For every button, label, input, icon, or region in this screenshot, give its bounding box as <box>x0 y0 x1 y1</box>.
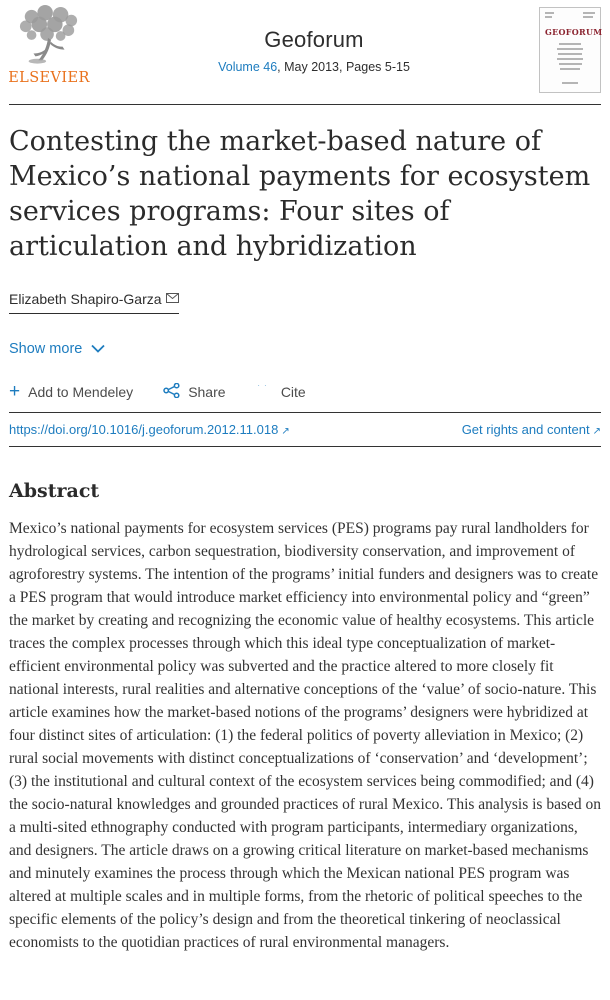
divider <box>9 446 601 447</box>
cover-body-text <box>545 43 595 70</box>
journal-title: Geoforum <box>264 27 364 52</box>
envelope-icon <box>165 290 179 308</box>
share-button[interactable]: Share <box>163 382 226 401</box>
journal-info: Geoforum Volume 46, May 2013, Pages 5-15 <box>89 5 539 74</box>
journal-issue-line: Volume 46, May 2013, Pages 5-15 <box>89 60 539 74</box>
cover-text-line <box>545 12 554 14</box>
cover-text-line <box>559 43 581 45</box>
cover-text-line <box>558 53 582 55</box>
author-name: Elizabeth Shapiro-Garza <box>9 291 162 307</box>
external-link-icon: ↗ <box>592 426 601 437</box>
article-page: ELSEVIER Geoforum Volume 46, May 2013, P… <box>8 0 603 951</box>
cover-journal-title: GEOFORUM <box>545 27 603 37</box>
journal-cover-thumbnail[interactable]: GEOFORUM <box>539 7 603 93</box>
article-actions: + Add to Mendeley Share <box>9 381 601 402</box>
plus-icon: + <box>9 381 21 402</box>
add-to-mendeley-button[interactable]: + Add to Mendeley <box>9 381 134 402</box>
show-more-label: Show more <box>9 341 83 357</box>
cover-text-line <box>583 16 593 18</box>
doi-link[interactable]: https://doi.org/10.1016/j.geoforum.2012.… <box>9 422 290 437</box>
cover-text-line <box>557 58 583 60</box>
cite-quote-icon: ” <box>256 385 273 399</box>
elsevier-logo[interactable]: ELSEVIER <box>8 5 90 86</box>
share-icon <box>163 382 180 401</box>
cover-text-line <box>583 12 595 14</box>
divider <box>9 412 601 413</box>
cite-label: Cite <box>280 384 306 400</box>
cover-top-text <box>545 12 595 20</box>
issue-info: , May 2013, Pages 5-15 <box>277 60 410 74</box>
cite-button[interactable]: ” Cite <box>256 384 306 400</box>
cover-text-line <box>562 82 578 84</box>
abstract-heading: Abstract <box>9 480 100 502</box>
cover-text-line <box>545 16 552 18</box>
cover-text-line <box>557 48 583 50</box>
author-list: Elizabeth Shapiro-Garza <box>9 291 601 314</box>
article-title: Contesting the market-based nature of Me… <box>9 126 591 262</box>
chevron-down-icon <box>91 341 105 357</box>
abstract-text: Mexico’s national payments for ecosystem… <box>9 520 601 951</box>
doi-row: https://doi.org/10.1016/j.geoforum.2012.… <box>9 413 601 446</box>
journal-header: ELSEVIER Geoforum Volume 46, May 2013, P… <box>8 0 603 105</box>
share-label: Share <box>188 384 226 400</box>
rights-and-content-link[interactable]: Get rights and content ↗ <box>461 422 601 437</box>
volume-link[interactable]: Volume 46 <box>218 60 278 74</box>
show-more-button[interactable]: Show more <box>9 341 105 357</box>
author-button[interactable]: Elizabeth Shapiro-Garza <box>9 291 179 314</box>
add-to-mendeley-label: Add to Mendeley <box>28 384 134 400</box>
elsevier-wordmark: ELSEVIER <box>8 70 90 86</box>
cover-text-line <box>558 63 582 65</box>
external-link-icon: ↗ <box>281 426 290 437</box>
elsevier-tree-icon <box>18 5 80 72</box>
cover-text-line <box>560 68 580 70</box>
